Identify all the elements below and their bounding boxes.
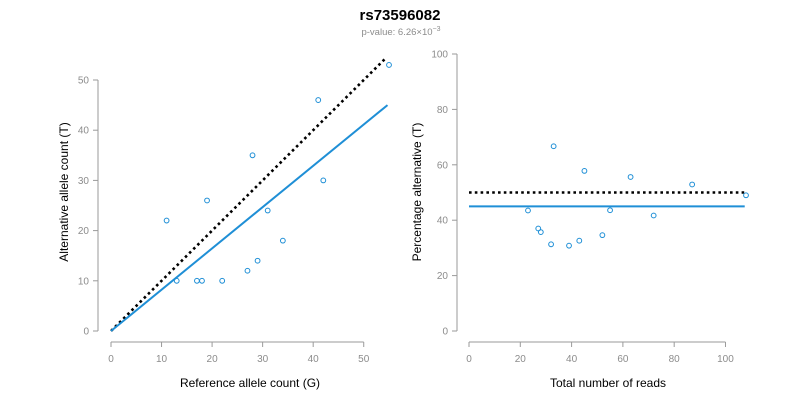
chart-subtitle: p-value: 6.26×10−3 [361, 26, 440, 38]
p-value-exponent: −3 [433, 26, 441, 33]
data-point [599, 232, 606, 239]
data-point [537, 229, 544, 236]
data-point [566, 242, 572, 249]
x-tick-label: 40 [566, 354, 578, 365]
y-tick-label: 100 [431, 50, 448, 61]
y-tick-label: 40 [78, 126, 90, 137]
data-point [576, 237, 583, 244]
data-point [204, 197, 210, 204]
x-tick-label: 30 [257, 354, 269, 365]
data-point [743, 192, 749, 199]
data-point [548, 241, 554, 248]
x-tick-label: 40 [308, 354, 320, 365]
data-point [194, 277, 200, 284]
reference-line [110, 57, 386, 332]
x-axis-label: Reference allele count (G) [180, 376, 320, 390]
data-point [386, 62, 392, 68]
data-point [264, 207, 271, 214]
y-axis-label: Alternative allele count (T) [57, 122, 71, 261]
data-point [163, 217, 170, 224]
data-point [525, 207, 531, 214]
y-tick-label: 80 [437, 105, 449, 116]
data-point [689, 181, 696, 188]
allele-count-panel: 0 10 20 30 40 50 0 10 20 30 40 50 Reference allele c… [57, 57, 392, 390]
x-tick-label: 80 [669, 354, 681, 365]
data-point [219, 277, 226, 284]
y-tick-label: 60 [437, 160, 449, 171]
data-point [279, 237, 286, 244]
percentage-panel: 0 20 40 60 80 100 0 20 40 60 80 100 Total number of … [410, 50, 749, 390]
y-tick-label: 50 [78, 76, 90, 87]
x-tick-label: 20 [515, 354, 527, 365]
x-axis-label: Total number of reads [550, 376, 666, 390]
x-tick-label: 20 [207, 354, 219, 365]
data-point [627, 174, 634, 180]
x-tick-label: 0 [108, 354, 114, 365]
data-point [199, 277, 205, 284]
x-tick-label: 60 [617, 354, 629, 365]
p-value-text: p-value: 6.26×10 [361, 27, 432, 38]
data-point [315, 97, 322, 103]
data-point [550, 143, 557, 150]
y-axis-label: Percentage alternative (T) [410, 123, 424, 262]
x-tick-label: 10 [156, 354, 168, 365]
data-point [244, 267, 251, 274]
data-point [173, 277, 180, 284]
y-tick-label: 0 [83, 327, 89, 338]
y-tick-label: 40 [437, 216, 449, 227]
data-point [249, 152, 256, 159]
chart-title: rs73596082 [360, 7, 441, 24]
y-tick-label: 20 [437, 271, 449, 282]
data-point [650, 212, 657, 219]
y-tick-label: 10 [78, 276, 90, 287]
y-tick-label: 30 [78, 176, 90, 187]
x-tick-label: 0 [466, 354, 472, 365]
y-tick-label: 0 [442, 327, 448, 338]
data-point [581, 167, 588, 174]
x-tick-label: 50 [358, 354, 370, 365]
data-point [320, 177, 327, 184]
data-point [607, 207, 613, 214]
y-tick-label: 20 [78, 226, 90, 237]
data-point [254, 257, 261, 264]
x-tick-label: 100 [717, 354, 734, 365]
fit-line [110, 104, 389, 332]
